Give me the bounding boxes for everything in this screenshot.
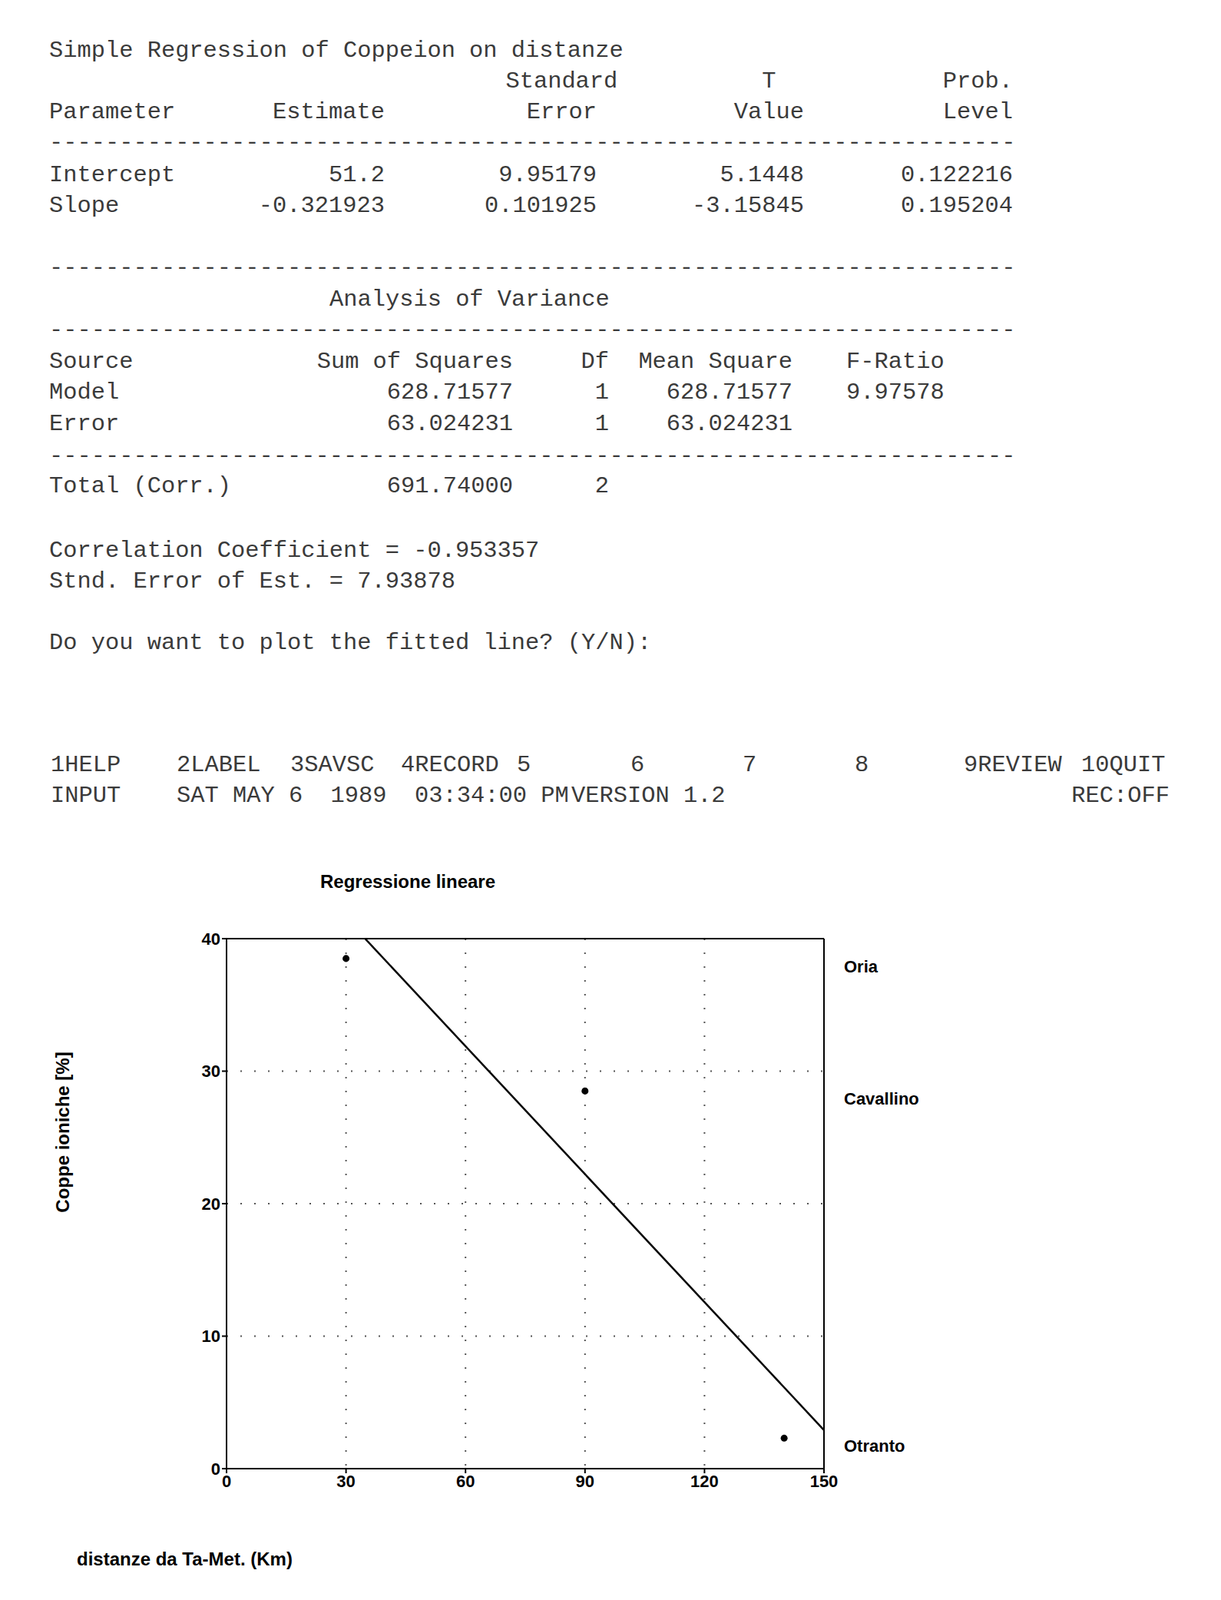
html-text:1HELP: 1HELP [50, 751, 121, 778]
html-text:Model: Model [49, 379, 120, 406]
html-text:Source: Source [49, 348, 134, 375]
svg-text:30: 30 [336, 1471, 355, 1491]
svg-text:Oria: Oria [843, 956, 879, 977]
svg-text:90: 90 [575, 1471, 595, 1491]
html-text:distanze da Ta-Met. (Km): distanze da Ta-Met. (Km) [76, 1548, 293, 1569]
html-text:0.101925: 0.101925 [484, 192, 597, 219]
svg-text:10: 10 [201, 1326, 221, 1346]
svg-text:Cavallino: Cavallino [843, 1088, 920, 1109]
svg-text:Otranto: Otranto [843, 1436, 905, 1456]
html-text:1: 1 [594, 379, 609, 406]
html-text:6: 6 [630, 751, 645, 778]
html-text:-0.321923: -0.321923 [258, 192, 385, 219]
html-text:T: T [762, 68, 776, 95]
html-text:Prob.: Prob. [942, 68, 1013, 95]
html-text:Intercept: Intercept [49, 162, 176, 189]
html-text:5: 5 [516, 751, 531, 778]
html-text:63.024231: 63.024231 [386, 410, 513, 437]
html-text:Simple Regression of Coppeion: Simple Regression of Coppeion on distanz… [49, 37, 624, 64]
svg-text:60: 60 [456, 1471, 475, 1491]
html-text:REC:OFF: REC:OFF [1071, 782, 1170, 809]
html-text:Error: Error [526, 99, 597, 126]
html-text:Analysis of Variance: Analysis of Variance [329, 286, 610, 313]
html-text:Mean Square: Mean Square [638, 348, 793, 375]
html-text:INPUT: INPUT [50, 782, 121, 809]
svg-text:120: 120 [690, 1471, 719, 1491]
html-text:9.95179: 9.95179 [498, 162, 597, 189]
svg-text:20: 20 [201, 1194, 221, 1214]
html-text:Coppe ioniche [%]: Coppe ioniche [%] [52, 1051, 73, 1213]
html-text:0.195204: 0.195204 [900, 192, 1013, 219]
html-text:Error: Error [49, 410, 120, 437]
html-text:7: 7 [742, 751, 757, 778]
html-text:51.2: 51.2 [328, 162, 385, 189]
svg-text:30: 30 [201, 1061, 221, 1081]
html-text:1: 1 [594, 410, 609, 437]
html-text:5.1448: 5.1448 [720, 162, 805, 189]
html-text:8: 8 [854, 751, 869, 778]
html-text:Sum of Squares: Sum of Squares [316, 348, 513, 375]
html-text:0.122216: 0.122216 [900, 162, 1013, 189]
html-text:4RECORD: 4RECORD [400, 751, 499, 778]
html-text:2LABEL: 2LABEL [176, 751, 261, 778]
html-text:Regressione lineare: Regressione lineare [320, 870, 496, 892]
html-text:9.97578: 9.97578 [846, 379, 945, 406]
html-text:628.71577: 628.71577 [666, 379, 793, 406]
html-text:Value: Value [733, 99, 805, 126]
html-text:-3.15845: -3.15845 [691, 192, 805, 219]
html-text:691.74000: 691.74000 [386, 473, 513, 500]
html-text:Slope: Slope [49, 192, 120, 219]
html-text:2: 2 [594, 473, 609, 500]
svg-text:0: 0 [211, 1459, 221, 1479]
html-text:628.71577: 628.71577 [386, 379, 513, 406]
html-text:Level: Level [942, 99, 1013, 126]
html-text:Stnd. Error of Est. = 7.93878: Stnd. Error of Est. = 7.93878 [49, 568, 456, 595]
html-text:63.024231: 63.024231 [666, 410, 793, 437]
html-text:Parameter: Parameter [49, 99, 176, 126]
svg-text:0: 0 [221, 1471, 232, 1491]
html-text:Standard: Standard [505, 68, 618, 95]
html-text:Do you want to plot the fitted: Do you want to plot the fitted line? (Y/… [49, 629, 652, 656]
html-text:9REVIEW: 9REVIEW [963, 751, 1062, 778]
html-text:3SAVSC: 3SAVSC [290, 751, 375, 778]
svg-text:150: 150 [810, 1471, 839, 1491]
html-text:Estimate: Estimate [272, 99, 385, 126]
svg-text:40: 40 [201, 929, 221, 949]
html-text:SAT MAY 6 1989 03:34:00 PM VER: SAT MAY 6 1989 03:34:00 PM VERSION 1.2 [176, 782, 726, 809]
html-text:Total (Corr.): Total (Corr.) [49, 473, 232, 500]
html-text:Df: Df [580, 348, 609, 375]
html-text:Correlation Coefficient = -0.9: Correlation Coefficient = -0.953357 [49, 537, 540, 564]
html-text:10QUIT: 10QUIT [1081, 751, 1166, 778]
html-text:F-Ratio: F-Ratio [846, 348, 945, 375]
